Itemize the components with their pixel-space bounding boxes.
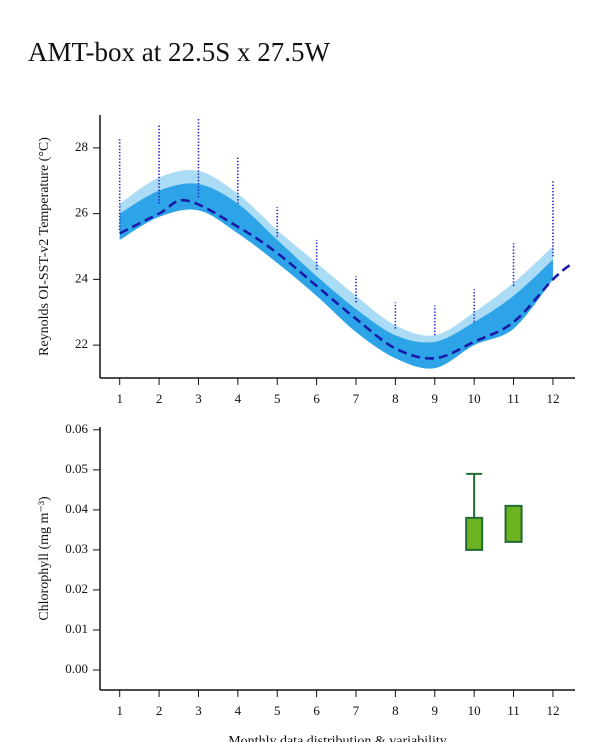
band xyxy=(119,183,553,369)
x-tick-label: 7 xyxy=(353,391,360,406)
box xyxy=(465,516,484,551)
y-tick-label: 22 xyxy=(75,336,88,351)
x-tick-label: 9 xyxy=(432,391,439,406)
x-tick-label: 10 xyxy=(468,703,481,718)
x-tick-label: 10 xyxy=(468,391,481,406)
x-tick-label: 6 xyxy=(313,391,320,406)
y-tick-label: 24 xyxy=(75,270,89,285)
x-tick-label: 11 xyxy=(507,391,520,406)
x-tick-label: 4 xyxy=(235,391,242,406)
y-axis-label: Reynolds OI-SST-v2 Temperature (°C) xyxy=(37,137,52,356)
x-tick-label: 5 xyxy=(274,703,281,718)
y-tick-label: 0.05 xyxy=(65,461,88,476)
y-tick-label: 0.03 xyxy=(65,541,88,556)
x-tick-label: 3 xyxy=(195,703,202,718)
x-tick-label: 8 xyxy=(392,391,399,406)
y-tick-label: 26 xyxy=(75,205,89,220)
x-tick-label: 8 xyxy=(392,703,399,718)
x-tick-label: 1 xyxy=(116,391,123,406)
x-tick-label: 1 xyxy=(116,703,123,718)
x-tick-label: 12 xyxy=(546,391,559,406)
y-tick-label: 0.02 xyxy=(65,581,88,596)
x-tick-label: 4 xyxy=(235,703,242,718)
title: AMT-box at 22.5S x 27.5W xyxy=(28,37,331,67)
x-tick-label: 2 xyxy=(156,703,163,718)
x-tick-label: 11 xyxy=(507,703,520,718)
x-axis-label: Monthly data distribution & variability xyxy=(228,734,447,742)
y-axis-label: Chlorophyll (mg m⁻³) xyxy=(37,496,52,621)
x-tick-label: 12 xyxy=(546,703,559,718)
y-tick-label: 0.06 xyxy=(65,421,88,436)
y-tick-label: 0.00 xyxy=(65,661,88,676)
x-tick-label: 2 xyxy=(156,391,163,406)
y-tick-label: 0.04 xyxy=(65,501,88,516)
x-tick-label: 3 xyxy=(195,391,202,406)
x-tick-label: 6 xyxy=(313,703,320,718)
y-tick-label: 0.01 xyxy=(65,621,88,636)
x-tick-label: 9 xyxy=(432,703,439,718)
box xyxy=(504,504,523,543)
x-tick-label: 5 xyxy=(274,391,281,406)
mean-line xyxy=(119,198,574,360)
x-tick-label: 7 xyxy=(353,703,360,718)
y-tick-label: 28 xyxy=(75,139,88,154)
